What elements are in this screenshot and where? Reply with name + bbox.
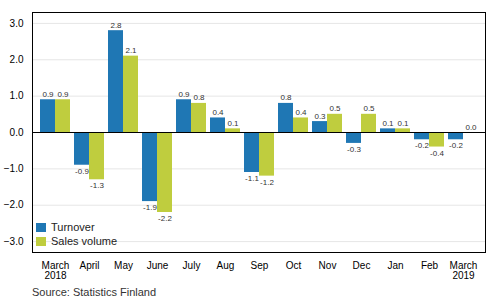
svg-text:0.9: 0.9 bbox=[57, 90, 69, 99]
svg-text:0.0: 0.0 bbox=[465, 123, 477, 132]
svg-text:May: May bbox=[114, 260, 133, 271]
svg-text:Oct: Oct bbox=[286, 260, 302, 271]
svg-text:June: June bbox=[147, 260, 169, 271]
html-text:Turnover: Turnover bbox=[51, 221, 95, 233]
svg-text:1.0: 1.0 bbox=[10, 90, 24, 101]
svg-text:-1.3: -1.3 bbox=[90, 181, 104, 190]
svg-text:Feb: Feb bbox=[421, 260, 439, 271]
svg-text:0.4: 0.4 bbox=[212, 108, 224, 117]
svg-text:-0.4: -0.4 bbox=[430, 149, 444, 158]
svg-text:Jan: Jan bbox=[387, 260, 403, 271]
svg-text:0.5: 0.5 bbox=[363, 104, 375, 113]
svg-text:2.8: 2.8 bbox=[110, 21, 122, 30]
svg-text:Sep: Sep bbox=[251, 260, 269, 271]
svg-text:Aug: Aug bbox=[217, 260, 235, 271]
svg-text:0.0: 0.0 bbox=[10, 127, 24, 138]
svg-text:-0.9: -0.9 bbox=[75, 167, 89, 176]
svg-text:0.1: 0.1 bbox=[227, 119, 239, 128]
svg-text:Nov: Nov bbox=[319, 260, 337, 271]
svg-text:0.8: 0.8 bbox=[280, 93, 292, 102]
svg-text:Dec: Dec bbox=[353, 260, 371, 271]
svg-text:−2.0: −2.0 bbox=[4, 199, 24, 210]
svg-text:-0.3: -0.3 bbox=[347, 145, 361, 154]
svg-text:0.9: 0.9 bbox=[42, 90, 54, 99]
svg-text:-1.1: -1.1 bbox=[245, 174, 259, 183]
svg-text:3.0: 3.0 bbox=[10, 18, 24, 29]
svg-text:2.0: 2.0 bbox=[10, 54, 24, 65]
svg-text:0.4: 0.4 bbox=[295, 108, 307, 117]
svg-text:April: April bbox=[79, 260, 99, 271]
svg-text:March2018: March2018 bbox=[42, 260, 70, 281]
svg-text:March2019: March2019 bbox=[450, 260, 478, 281]
svg-text:-1.9: -1.9 bbox=[143, 203, 157, 212]
svg-text:-1.2: -1.2 bbox=[260, 178, 274, 187]
html-text:Sales volume: Sales volume bbox=[51, 235, 117, 247]
svg-text:2.1: 2.1 bbox=[125, 46, 137, 55]
svg-text:-0.2: -0.2 bbox=[415, 141, 429, 150]
svg-text:0.1: 0.1 bbox=[397, 119, 409, 128]
svg-text:July: July bbox=[183, 260, 201, 271]
svg-text:0.5: 0.5 bbox=[329, 104, 341, 113]
svg-text:0.8: 0.8 bbox=[193, 93, 205, 102]
svg-text:0.1: 0.1 bbox=[382, 119, 394, 128]
svg-text:−3.0: −3.0 bbox=[4, 236, 24, 247]
svg-text:0.9: 0.9 bbox=[178, 90, 190, 99]
svg-text:-0.2: -0.2 bbox=[449, 141, 463, 150]
html-text:Source: Statistics Finland: Source: Statistics Finland bbox=[32, 286, 157, 298]
svg-text:0.3: 0.3 bbox=[314, 112, 326, 121]
svg-text:−1.0: −1.0 bbox=[4, 163, 24, 174]
svg-text:-2.2: -2.2 bbox=[158, 214, 172, 223]
